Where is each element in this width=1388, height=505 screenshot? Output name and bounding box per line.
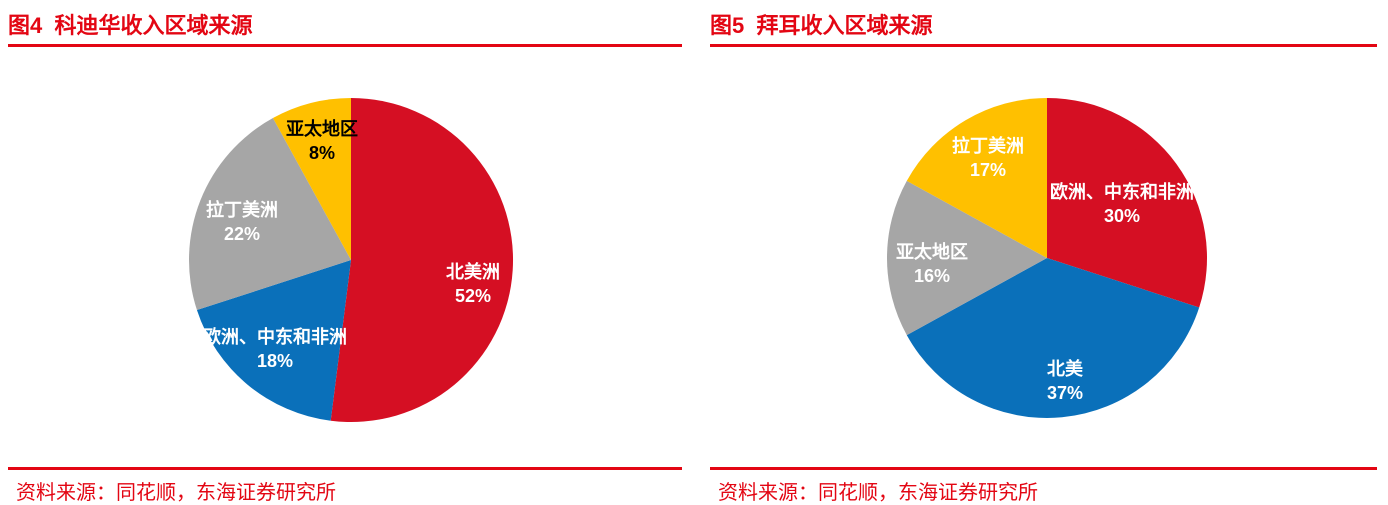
pie-svg xyxy=(189,98,514,422)
pie-slice-2 xyxy=(189,118,351,311)
figure-title: 图5 拜耳收入区域来源 xyxy=(710,13,933,38)
figure-corteva-revenue-by-region: 图4 科迪华收入区域来源 北美洲 52% 欧洲、中东和非洲 18% 拉丁美洲 22% 亚太地… xyxy=(8,0,682,505)
title-rule xyxy=(8,44,682,47)
pie-slice-1 xyxy=(196,260,351,421)
pie-slice-3 xyxy=(906,98,1047,258)
pie-chart-bayer: 欧洲、中东和非洲 30% 北美 37% 亚太地区 16% 拉丁美洲 17% xyxy=(710,0,1377,505)
pie-slice-0 xyxy=(1047,98,1207,308)
source-rule xyxy=(8,467,682,470)
source-note: 资料来源：同花顺，东海证券研究所 xyxy=(718,482,1038,504)
pie-svg xyxy=(886,98,1207,419)
source-note: 资料来源：同花顺，东海证券研究所 xyxy=(16,482,336,504)
figure-bayer-revenue-by-region: 图5 拜耳收入区域来源 欧洲、中东和非洲 30% 北美 37% 亚太地区 16% 拉丁美洲 1… xyxy=(710,0,1377,505)
pie-slice-2 xyxy=(886,180,1047,336)
title-rule xyxy=(710,44,1377,47)
figure-title: 图4 科迪华收入区域来源 xyxy=(8,13,253,38)
pie-slice-1 xyxy=(906,258,1200,419)
pie-chart-corteva: 北美洲 52% 欧洲、中东和非洲 18% 拉丁美洲 22% 亚太地区 8% xyxy=(8,0,682,505)
source-rule xyxy=(710,467,1377,470)
pie-slice-3 xyxy=(272,98,351,260)
pie-slice-0 xyxy=(330,98,514,422)
